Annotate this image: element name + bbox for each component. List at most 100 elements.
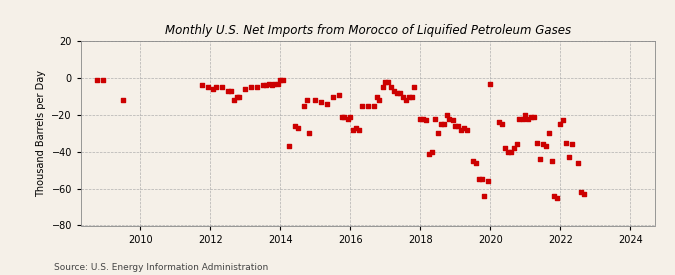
Point — [316, 100, 327, 104]
Point — [409, 85, 420, 89]
Point — [546, 159, 557, 163]
Point — [438, 122, 449, 126]
Point — [263, 81, 274, 86]
Point — [196, 83, 207, 88]
Point — [404, 94, 414, 99]
Point — [450, 124, 461, 128]
Point — [377, 85, 388, 89]
Point — [511, 142, 522, 147]
Point — [400, 98, 411, 102]
Point — [500, 146, 510, 150]
Point — [522, 116, 533, 121]
Point — [456, 128, 466, 132]
Point — [345, 115, 356, 119]
Point — [517, 116, 528, 121]
Point — [202, 85, 213, 89]
Point — [383, 79, 394, 84]
Point — [389, 89, 400, 93]
Point — [418, 116, 429, 121]
Point — [292, 126, 303, 130]
Point — [485, 81, 495, 86]
Point — [284, 144, 294, 148]
Point — [327, 94, 338, 99]
Point — [566, 142, 577, 147]
Y-axis label: Thousand Barrels per Day: Thousand Barrels per Day — [36, 70, 46, 197]
Point — [502, 150, 513, 154]
Point — [526, 115, 537, 119]
Point — [433, 131, 443, 136]
Point — [369, 103, 379, 108]
Point — [555, 122, 566, 126]
Point — [91, 78, 102, 82]
Point — [266, 83, 277, 88]
Point — [252, 85, 263, 89]
Point — [362, 103, 373, 108]
Point — [228, 98, 239, 102]
Point — [535, 157, 545, 161]
Point — [321, 102, 332, 106]
Point — [208, 87, 219, 91]
Point — [493, 120, 504, 125]
Point — [482, 179, 493, 183]
Point — [371, 94, 382, 99]
Point — [473, 177, 484, 182]
Point — [435, 122, 446, 126]
Point — [520, 113, 531, 117]
Point — [514, 116, 524, 121]
Point — [453, 124, 464, 128]
Point — [508, 146, 519, 150]
Point — [351, 126, 362, 130]
Point — [278, 78, 289, 82]
Point — [97, 78, 108, 82]
Text: Source: U.S. Energy Information Administration: Source: U.S. Energy Information Administ… — [54, 263, 268, 272]
Point — [374, 98, 385, 102]
Point — [406, 94, 417, 99]
Point — [558, 118, 568, 123]
Point — [392, 91, 402, 95]
Point — [476, 177, 487, 182]
Point — [505, 150, 516, 154]
Point — [117, 98, 128, 102]
Point — [348, 128, 358, 132]
Point — [275, 78, 286, 82]
Point — [479, 194, 490, 198]
Point — [578, 192, 589, 196]
Point — [572, 161, 583, 165]
Point — [564, 155, 574, 160]
Point — [261, 83, 271, 88]
Point — [333, 92, 344, 97]
Point — [225, 89, 236, 93]
Point — [301, 98, 312, 102]
Point — [470, 161, 481, 165]
Point — [342, 116, 353, 121]
Point — [459, 126, 470, 130]
Point — [339, 115, 350, 119]
Point — [398, 94, 408, 99]
Point — [447, 118, 458, 123]
Point — [211, 85, 222, 89]
Point — [232, 94, 242, 99]
Point — [561, 140, 572, 145]
Point — [441, 113, 452, 117]
Point — [380, 79, 391, 84]
Point — [356, 103, 367, 108]
Point — [424, 152, 435, 156]
Point — [537, 142, 548, 147]
Point — [298, 103, 309, 108]
Point — [575, 190, 586, 194]
Point — [421, 118, 432, 123]
Point — [336, 115, 347, 119]
Point — [246, 85, 256, 89]
Point — [543, 131, 554, 136]
Point — [467, 159, 478, 163]
Point — [217, 85, 227, 89]
Point — [540, 144, 551, 148]
Point — [529, 115, 539, 119]
Point — [552, 196, 563, 200]
Point — [272, 81, 283, 86]
Point — [258, 83, 269, 88]
Point — [549, 194, 560, 198]
Point — [234, 94, 245, 99]
Point — [223, 89, 234, 93]
Point — [415, 116, 426, 121]
